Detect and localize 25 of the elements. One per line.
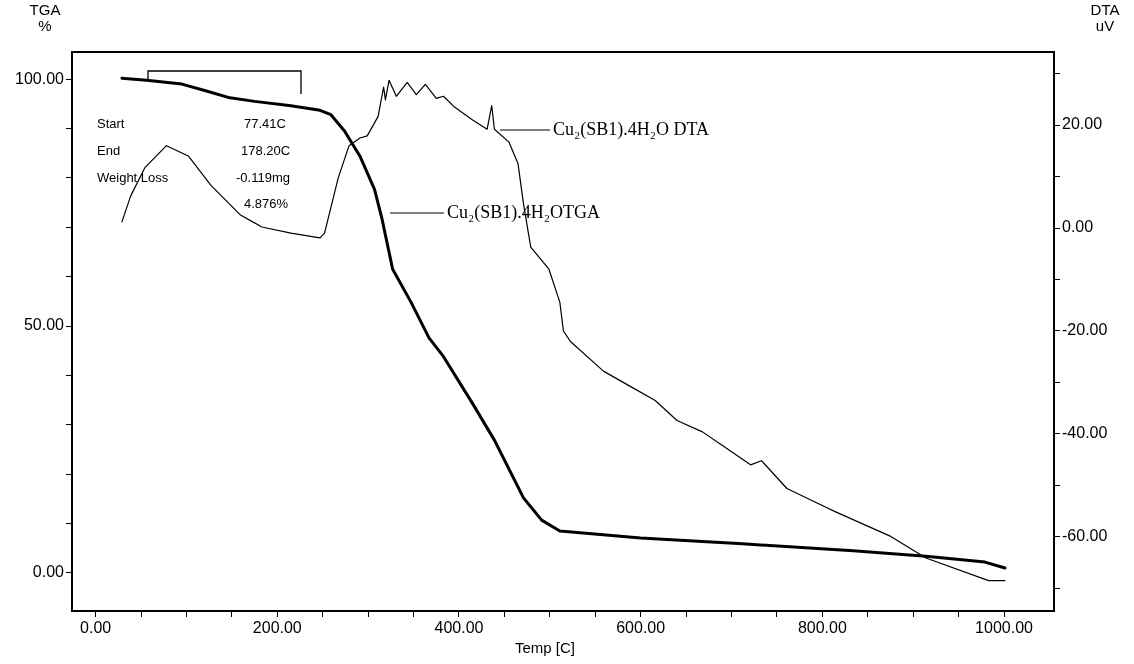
x-tick-label: 0.00 <box>80 619 112 637</box>
legend-label: Cu₂(SB1).4H₂O DTA <box>553 118 710 140</box>
y2-axis-title: DTA uV <box>1089 1 1121 34</box>
annotation: 178.20C <box>241 143 291 158</box>
y2-tick-label: -40.00 <box>1062 424 1108 442</box>
x-tick-label: 400.00 <box>434 619 484 637</box>
y2-tick-label: 20.00 <box>1062 115 1103 133</box>
x-tick-label: 800.00 <box>797 619 847 637</box>
annotation: 4.876% <box>244 196 289 211</box>
y-tick-label: 100.00 <box>15 69 65 87</box>
annotation: -0.119mg <box>236 170 290 185</box>
annotation: Weight Loss <box>97 170 169 185</box>
y2-tick-label: -60.00 <box>1062 527 1108 545</box>
y-tick-label: 50.00 <box>23 316 65 334</box>
x-tick-label: 200.00 <box>252 619 302 637</box>
x-tick-label: 600.00 <box>616 619 666 637</box>
annotation: End <box>97 143 121 158</box>
y2-tick-label: -20.00 <box>1062 321 1108 339</box>
y-axis-title: TGA % <box>28 1 62 34</box>
annotation: Start <box>97 116 125 131</box>
x-tick-label: 1000.00 <box>975 619 1034 637</box>
annotation: 77.41C <box>244 116 286 131</box>
y2-tick-label: 0.00 <box>1062 218 1094 236</box>
x-axis-title: Temp [C] <box>514 639 576 656</box>
y-tick-label: 0.00 <box>32 563 65 581</box>
